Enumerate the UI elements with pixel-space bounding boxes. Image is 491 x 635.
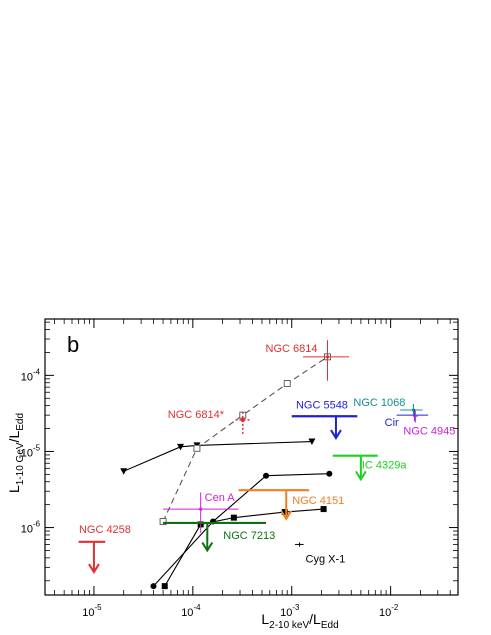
y-tick-label: 10-6 [21, 520, 41, 536]
track-point [150, 583, 157, 590]
source-label: NGC 4151 [292, 495, 344, 507]
track-point [281, 509, 288, 516]
track-point [159, 518, 167, 525]
track-line [162, 356, 328, 522]
source-ngc-6814: NGC 6814 [266, 340, 350, 381]
x-tick-label: 10-3 [280, 603, 300, 619]
source-ngc-6814-: NGC 6814* [168, 409, 252, 434]
source-ngc-4945: NGC 4945 [403, 411, 455, 437]
x-tick-label: 10-4 [181, 603, 201, 619]
track-line [123, 440, 312, 472]
track-point [326, 470, 333, 477]
source-ngc-4258: NGC 4258 [78, 524, 131, 574]
source-ngc-4151: NGC 4151 [238, 489, 344, 521]
source-label: Cen A [205, 492, 236, 504]
track-triangle-down [120, 438, 316, 475]
data-point [325, 355, 330, 359]
track-point [308, 438, 316, 446]
arrow-head [88, 563, 100, 574]
source-label: Cyg X-1 [306, 553, 346, 565]
source-label: NGC 5548 [296, 399, 348, 411]
source-cir: Cir [385, 409, 429, 429]
track-point [230, 514, 237, 521]
track-point [263, 472, 270, 479]
source-label: NGC 6814 [266, 343, 318, 355]
source-label: NGC 4945 [403, 425, 455, 437]
source-ngc-5548: NGC 5548 [291, 399, 358, 440]
source-ngc-7213: NGC 7213 [163, 521, 275, 553]
source-label: NGC 6814* [168, 409, 225, 421]
source-ic-4329a: IC 4329a [332, 454, 408, 482]
x-tick-label: 10-5 [82, 603, 102, 619]
track-point [193, 444, 201, 452]
y-axis-label: L1-10 GeV/LEdd [6, 413, 26, 493]
source-label: NGC 7213 [223, 530, 275, 542]
track-point [120, 468, 128, 475]
source-cyg-x-1: Cyg X-1 [295, 542, 345, 565]
x-axis-label: L2-10 keV/LEdd [261, 611, 338, 631]
source-ngc-1068: NGC 1068 [353, 397, 423, 416]
x-tick-label: 10-2 [379, 603, 398, 619]
source-label: IC 4329a [362, 460, 408, 472]
data-point [199, 507, 203, 511]
data-point [240, 417, 245, 423]
arrow-head [201, 541, 214, 553]
track-square [161, 506, 327, 590]
y-tick-label: 10-5 [21, 443, 41, 459]
source-label: Cir [385, 417, 399, 429]
track-point [283, 380, 291, 388]
arrow-head [280, 510, 293, 521]
arrow-head [330, 429, 342, 440]
plot-frame [44, 318, 459, 596]
track-point [320, 506, 327, 513]
track-point [161, 583, 168, 590]
source-label: NGC 1068 [353, 397, 405, 409]
source-label: NGC 4258 [79, 524, 131, 536]
source-cen-a: Cen A [163, 492, 239, 533]
track-point [176, 443, 184, 451]
arrow-head [355, 470, 367, 482]
y-tick-label: 10-4 [21, 367, 41, 383]
panel-label: b [67, 332, 79, 357]
